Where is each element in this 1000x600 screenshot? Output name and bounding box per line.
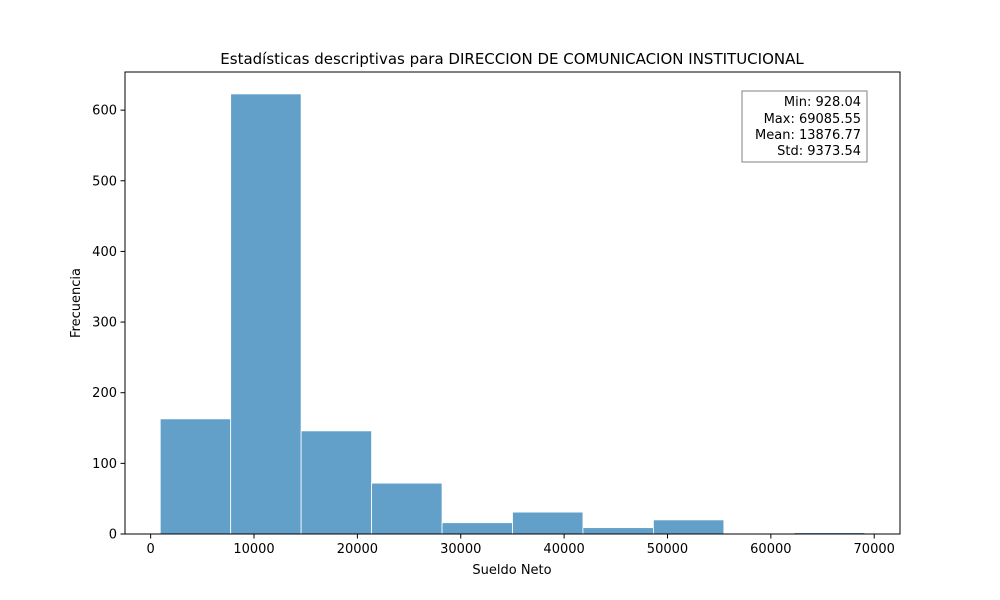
x-tick-label: 70000 [854, 542, 895, 557]
chart-title: Estadísticas descriptivas para DIRECCION… [220, 50, 804, 68]
y-tick-label: 400 [92, 245, 117, 260]
histogram-bar [512, 511, 584, 535]
y-tick-label: 100 [92, 457, 117, 472]
x-tick-label: 50000 [647, 542, 688, 557]
histogram-bar [300, 430, 372, 535]
stats-box: Min: 928.04 Max: 69085.55 Mean: 13876.77… [741, 90, 868, 163]
histogram-bar [653, 519, 725, 535]
x-tick-label: 40000 [543, 542, 584, 557]
x-axis-ticks: 0 10000 20000 30000 40000 50000 60000 70000 [146, 534, 895, 557]
x-tick-label: 30000 [440, 542, 481, 557]
y-tick-label: 300 [92, 316, 117, 331]
x-tick-label: 0 [146, 542, 154, 557]
stats-min: Min: 928.04 [784, 95, 861, 110]
stats-std: Std: 9373.54 [777, 144, 861, 159]
plot-frame [124, 71, 901, 535]
y-tick-label: 500 [92, 174, 117, 189]
y-tick-label: 200 [92, 386, 117, 401]
x-tick-label: 20000 [337, 542, 378, 557]
stats-max: Max: 69085.55 [764, 112, 861, 127]
histogram-bar [441, 522, 513, 535]
histogram-bar [371, 482, 443, 535]
x-axis-label: Sueldo Neto [472, 563, 551, 578]
y-tick-label: 0 [109, 528, 117, 543]
y-axis-ticks: 0 100 200 300 400 500 600 [92, 104, 125, 543]
histogram-bar [582, 527, 654, 535]
histogram-bar [230, 93, 302, 535]
stats-mean: Mean: 13876.77 [755, 128, 861, 143]
histogram-bars [159, 93, 866, 535]
x-tick-label: 60000 [750, 542, 791, 557]
stats-box-frame [741, 90, 868, 163]
y-axis-label: Frecuencia [69, 268, 84, 338]
x-tick-label: 10000 [233, 542, 274, 557]
y-tick-label: 600 [92, 104, 117, 119]
histogram-bar [159, 418, 232, 535]
